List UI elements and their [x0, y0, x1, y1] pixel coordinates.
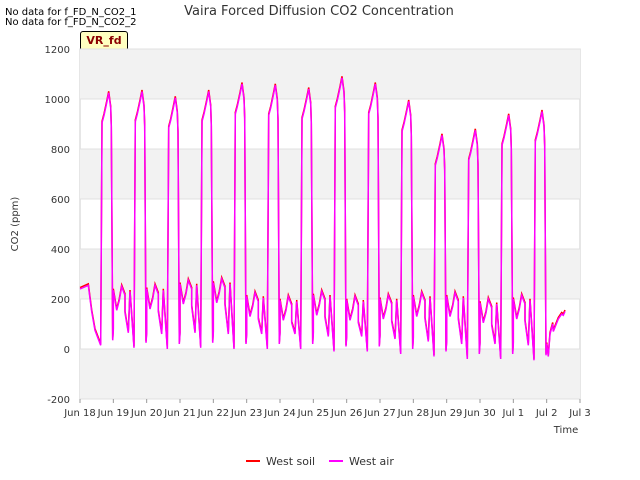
x-tick-label: Jun 18: [63, 408, 96, 419]
y-tick-label: 800: [51, 145, 70, 156]
x-tick-label: Jun 24: [263, 408, 296, 419]
x-tick-label: Jun 27: [363, 408, 396, 419]
x-tick-label: Jun 23: [230, 408, 263, 419]
y-tick-label: 1000: [45, 95, 70, 106]
y-tick-label: 600: [51, 195, 70, 206]
no-data-note-1: No data for f_FD_N_CO2_1: [5, 7, 137, 18]
y-tick-label: -200: [47, 395, 70, 406]
legend: West soil West air: [246, 455, 394, 468]
chart-title: Vaira Forced Diffusion CO2 Concentration: [184, 4, 454, 19]
y-tick-label: 0: [64, 345, 70, 356]
series-line-west-air: [79, 77, 566, 361]
x-tick-label: Jun 19: [97, 408, 130, 419]
x-tick-label: Jul 3: [568, 408, 591, 419]
y-tick-label: 400: [51, 245, 70, 256]
grid-band: [80, 249, 580, 299]
y-tick-label: 1200: [45, 45, 70, 56]
y-axis-label: CO2 (ppm): [10, 197, 21, 252]
x-tick-label: Jun 26: [330, 408, 363, 419]
grid-band: [80, 49, 580, 99]
x-tick-label: Jul 2: [535, 408, 558, 419]
x-tick-label: Jun 21: [163, 408, 196, 419]
x-tick-label: Jun 25: [297, 408, 330, 419]
x-tick-label: Jul 1: [502, 408, 525, 419]
grid-band: [80, 349, 580, 399]
legend-label-west-air: West air: [349, 455, 394, 468]
x-tick-label: Jun 20: [130, 408, 163, 419]
x-tick-label: Jun 29: [430, 408, 463, 419]
x-tick-label: Jun 30: [463, 408, 496, 419]
x-axis-label: Time: [553, 425, 578, 436]
plot-area: [79, 48, 581, 400]
grid-band: [80, 149, 580, 199]
no-data-note-2: No data for f_FD_N_CO2_2: [5, 17, 137, 28]
x-tick-label: Jun 28: [397, 408, 430, 419]
y-tick-label: 200: [51, 295, 70, 306]
x-tick-label: Jun 22: [197, 408, 230, 419]
legend-label-west-soil: West soil: [266, 455, 315, 468]
